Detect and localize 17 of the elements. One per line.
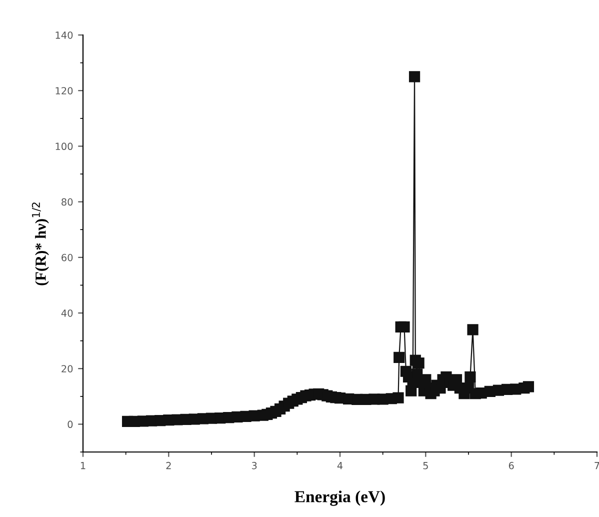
x-tick-label: 1 [80,462,86,470]
y-tick-label: 40 [61,309,73,317]
x-tick-label: 3 [252,462,257,470]
y-axis-title: (F(R)* hν)$^{1/2}$ [32,202,49,286]
x-tick-label: 4 [337,462,343,470]
x-tick-label: 7 [594,462,599,470]
x-tick-label: 2 [166,462,171,470]
y-tick-label: 120 [56,87,73,94]
y-tick-label: 100 [56,142,73,150]
y-tick-label: 0 [68,420,73,428]
y-tick-label: 60 [62,254,73,262]
y-tick-label: 80 [62,198,73,206]
x-axis-title: Energia (eV) [294,490,385,506]
y-tick-label: 140 [56,31,73,39]
x-tick-label: 6 [508,462,514,470]
y-tick-label: 20 [62,365,73,372]
x-tick-label: 5 [423,462,428,470]
